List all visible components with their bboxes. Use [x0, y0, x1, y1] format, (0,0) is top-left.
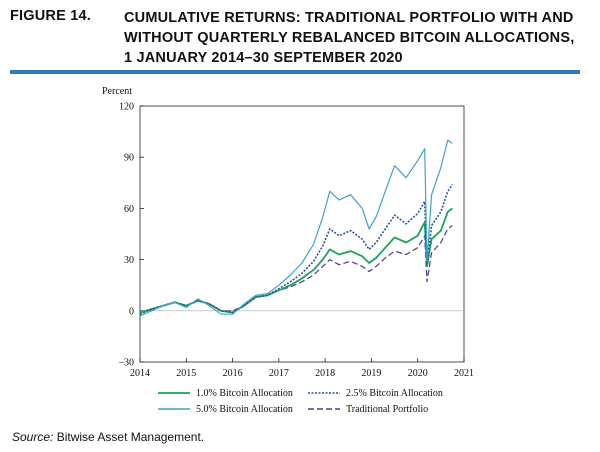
x-tick-label: 2014: [130, 368, 150, 379]
x-tick-label: 2015: [176, 368, 196, 379]
y-axis-label: Percent: [102, 86, 132, 97]
figure-title: CUMULATIVE RETURNS: TRADITIONAL PORTFOLI…: [124, 10, 575, 66]
source-text: Bitwise Asset Management.: [56, 430, 205, 444]
plot-frame: [139, 105, 465, 363]
source-label: Source:: [12, 430, 54, 444]
x-tick-label: 2017: [269, 368, 289, 379]
y-tick-label: 0: [129, 306, 134, 317]
legend-label: 1.0% Bitcoin Allocation: [196, 388, 293, 399]
x-tick-label: 2016: [223, 368, 243, 379]
header-rule: [10, 70, 580, 74]
legend-label: Traditional Portfolio: [346, 404, 428, 415]
x-tick-label: 2021: [454, 368, 474, 379]
figure-number: FIGURE 14.: [10, 8, 91, 24]
x-tick-label: 2018: [315, 368, 335, 379]
y-tick-label: 60: [124, 204, 134, 215]
source-note: Source: Bitwise Asset Management.: [12, 430, 204, 444]
y-tick-label: 30: [124, 255, 134, 266]
y-tick-label: 90: [124, 153, 134, 164]
x-tick-label: 2019: [361, 368, 381, 379]
x-tick-label: 2020: [408, 368, 428, 379]
line-chart: Percent −30 0 30 60 90 120 2014 2015 2016 2017 20…: [102, 86, 474, 415]
legend-label: 2.5% Bitcoin Allocation: [346, 388, 443, 399]
y-tick-label: −30: [118, 358, 134, 369]
y-tick-label: 120: [119, 102, 134, 113]
series-line-2-5-bitcoin-allocation: [139, 184, 454, 315]
series-line-5-0-bitcoin-allocation: [139, 139, 453, 317]
legend-label: 5.0% Bitcoin Allocation: [196, 404, 293, 415]
